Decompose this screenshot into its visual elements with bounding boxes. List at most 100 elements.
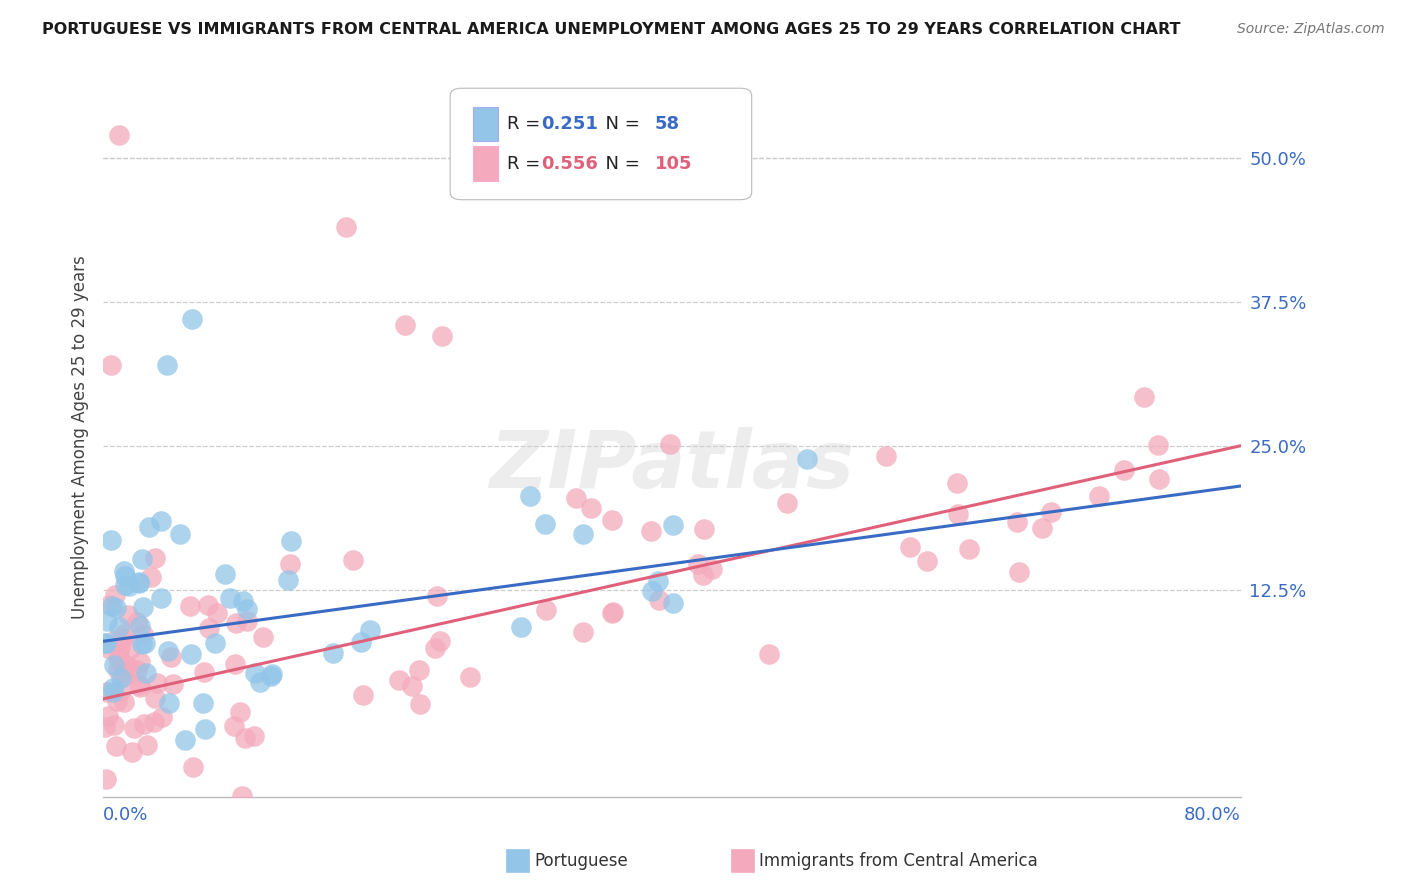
Point: [430, 329, 453, 343]
Point: [149, 591, 172, 605]
Point: [129, 680, 152, 694]
Point: [658, 436, 681, 450]
Point: [125, 663, 148, 677]
Point: [796, 451, 818, 466]
Point: [243, 729, 266, 743]
Point: [174, 733, 197, 747]
Point: [510, 620, 533, 634]
Point: [131, 637, 153, 651]
Point: [181, 312, 204, 326]
Point: [112, 665, 135, 680]
Point: [101, 599, 124, 614]
Point: [94, 635, 117, 649]
Point: [118, 642, 141, 657]
Text: 105: 105: [655, 154, 693, 173]
Point: [572, 527, 595, 541]
Point: [132, 627, 155, 641]
Point: [100, 533, 122, 547]
Point: [640, 524, 662, 538]
Point: [229, 705, 252, 719]
Point: [647, 592, 669, 607]
Point: [662, 596, 685, 610]
Point: [225, 616, 247, 631]
Text: 0.0%: 0.0%: [103, 805, 149, 824]
Text: ZIPatlas: ZIPatlas: [489, 427, 855, 505]
Text: Source: ZipAtlas.com: Source: ZipAtlas.com: [1237, 22, 1385, 37]
FancyBboxPatch shape: [472, 107, 498, 142]
Point: [252, 630, 274, 644]
Point: [700, 562, 723, 576]
Point: [97, 708, 120, 723]
Point: [278, 557, 301, 571]
Point: [875, 449, 897, 463]
Point: [96, 685, 118, 699]
Point: [132, 717, 155, 731]
Point: [352, 688, 374, 702]
Point: [94, 720, 117, 734]
Point: [105, 600, 128, 615]
Point: [409, 697, 432, 711]
Text: PORTUGUESE VS IMMIGRANTS FROM CENTRAL AMERICA UNEMPLOYMENT AMONG AGES 25 TO 29 Y: PORTUGUESE VS IMMIGRANTS FROM CENTRAL AM…: [42, 22, 1181, 37]
Point: [231, 789, 253, 803]
Point: [108, 620, 131, 634]
Point: [162, 677, 184, 691]
Point: [534, 516, 557, 531]
Point: [219, 591, 242, 605]
Point: [120, 660, 142, 674]
Point: [519, 489, 541, 503]
Point: [1005, 515, 1028, 529]
Point: [957, 541, 980, 556]
Point: [103, 685, 125, 699]
Point: [179, 599, 201, 613]
Point: [97, 599, 120, 613]
Point: [1114, 463, 1136, 477]
Point: [193, 665, 215, 680]
Point: [104, 739, 127, 753]
Point: [600, 606, 623, 620]
Point: [111, 631, 134, 645]
Point: [280, 534, 302, 549]
Point: [564, 491, 586, 506]
Point: [198, 621, 221, 635]
Point: [180, 647, 202, 661]
Point: [108, 128, 131, 142]
Point: [349, 635, 371, 649]
Point: [118, 579, 141, 593]
Point: [602, 513, 624, 527]
Point: [157, 696, 180, 710]
Point: [342, 553, 364, 567]
Point: [94, 772, 117, 787]
Point: [93, 636, 115, 650]
Point: [128, 678, 150, 692]
Point: [157, 644, 180, 658]
Point: [115, 658, 138, 673]
Point: [249, 674, 271, 689]
Point: [134, 636, 156, 650]
Point: [426, 590, 449, 604]
Point: [408, 663, 430, 677]
Point: [104, 588, 127, 602]
Point: [108, 653, 131, 667]
Text: N =: N =: [593, 115, 645, 133]
Text: R =: R =: [508, 115, 546, 133]
Point: [138, 519, 160, 533]
Point: [160, 649, 183, 664]
Text: Portuguese: Portuguese: [534, 852, 628, 870]
Point: [359, 624, 381, 638]
Point: [602, 605, 624, 619]
Point: [114, 695, 136, 709]
Point: [394, 318, 416, 332]
Text: R =: R =: [508, 154, 546, 173]
Point: [143, 551, 166, 566]
Point: [224, 657, 246, 672]
Point: [135, 665, 157, 680]
Point: [686, 558, 709, 572]
Point: [103, 657, 125, 672]
Point: [245, 666, 267, 681]
Y-axis label: Unemployment Among Ages 25 to 29 years: Unemployment Among Ages 25 to 29 years: [72, 255, 89, 619]
Point: [1149, 472, 1171, 486]
Point: [121, 745, 143, 759]
Point: [103, 717, 125, 731]
Point: [141, 569, 163, 583]
Point: [641, 583, 664, 598]
